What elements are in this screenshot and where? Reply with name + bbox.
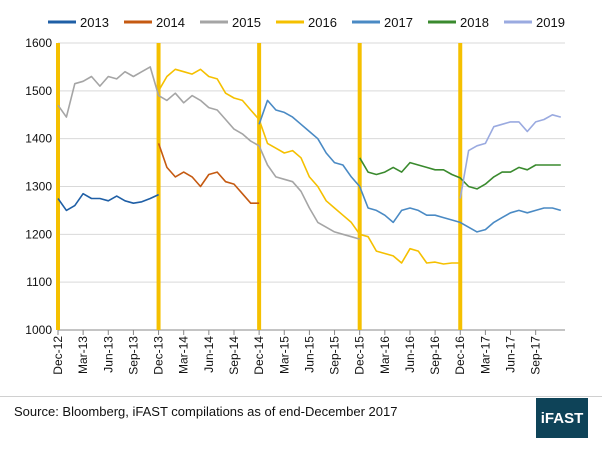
gridlines <box>58 42 565 331</box>
x-tick-label: Mar-13 <box>76 336 90 374</box>
x-tick-label: Jun-15 <box>302 336 316 373</box>
x-tick-label: Mar-16 <box>378 336 392 374</box>
source-note: Source: Bloomberg, iFAST compilations as… <box>14 404 398 419</box>
series-line-2013 <box>57 192 159 212</box>
x-tick-label: Dec-14 <box>252 336 266 375</box>
series-lines <box>57 66 562 265</box>
x-tick-label: Dec-12 <box>51 336 65 375</box>
year-end-marker <box>458 43 463 330</box>
series-line-2019 <box>459 114 562 199</box>
y-tick-label: 1600 <box>25 36 52 50</box>
legend-label: 2019 <box>536 15 565 30</box>
legend-label: 2016 <box>308 15 337 30</box>
series-line-2014 <box>157 143 260 204</box>
legend-label: 2015 <box>232 15 261 30</box>
year-end-marker <box>257 43 262 330</box>
y-tick-label: 1200 <box>25 227 52 241</box>
series-line-2018 <box>359 157 561 190</box>
series-line-2016 <box>157 68 461 265</box>
legend-label: 2018 <box>460 15 489 30</box>
y-tick-label: 1400 <box>25 132 52 146</box>
legend: 2013 2014 2015 2016 2017 2018 2019 <box>48 15 565 30</box>
line-chart: 1000 1100 1200 1300 1400 1500 1600 Dec-12 Mar-1… <box>25 15 565 375</box>
x-tick-label: Mar-14 <box>177 336 191 374</box>
x-tick-label: Dec-15 <box>353 336 367 375</box>
legend-label: 2017 <box>384 15 413 30</box>
x-tick-label: Jun-13 <box>101 336 115 373</box>
brand-logo: iFAST <box>536 398 588 438</box>
x-tick-label: Dec-16 <box>453 336 467 375</box>
x-tick-label: Sep-14 <box>227 336 241 375</box>
y-tick-label: 1300 <box>25 180 52 194</box>
series-line-2015 <box>57 66 360 240</box>
x-tick-label: Sep-13 <box>126 336 140 375</box>
x-tick-label: Jun-17 <box>504 336 518 373</box>
y-tick-label: 1500 <box>25 84 52 98</box>
x-axis: Dec-12 Mar-13 Jun-13 Sep-13 Dec-13 Mar-14 Jun-… <box>51 329 565 375</box>
x-tick-label: Mar-17 <box>478 336 492 374</box>
x-tick-label: Sep-17 <box>529 336 543 375</box>
legend-label: 2013 <box>80 15 109 30</box>
x-tick-label: Mar-15 <box>277 336 291 374</box>
x-tick-label: Sep-16 <box>428 336 442 375</box>
footer-divider <box>0 396 602 397</box>
series-line-2017 <box>258 99 562 233</box>
y-tick-label: 1100 <box>26 275 52 289</box>
y-tick-label: 1000 <box>25 323 52 337</box>
legend-label: 2014 <box>156 15 185 30</box>
x-tick-label: Jun-16 <box>403 336 417 373</box>
year-end-marker <box>56 43 60 330</box>
year-end-marker <box>156 43 161 330</box>
x-tick-label: Jun-14 <box>202 336 216 373</box>
x-tick-label: Dec-13 <box>152 336 166 375</box>
x-tick-label: Sep-15 <box>328 336 342 375</box>
y-axis: 1000 1100 1200 1300 1400 1500 1600 <box>25 36 59 337</box>
